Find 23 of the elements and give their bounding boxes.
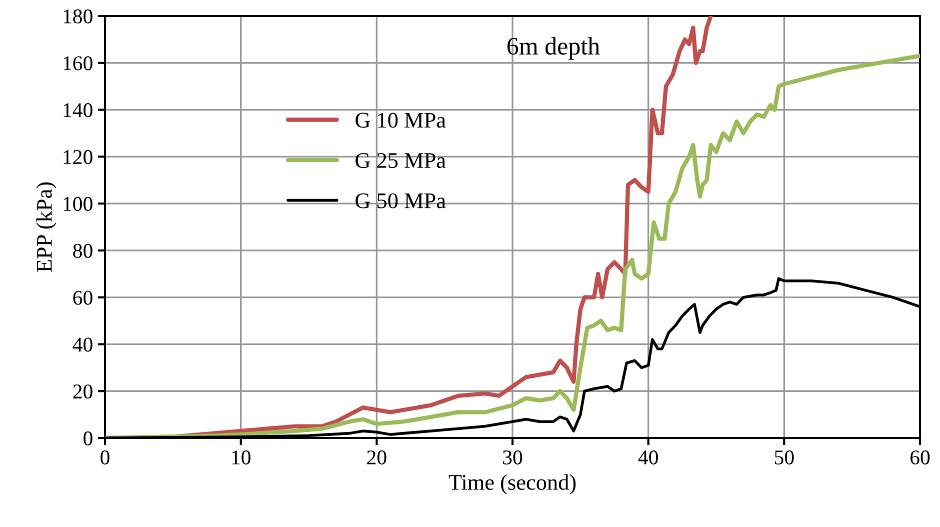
x-tick-label: 40 bbox=[638, 450, 658, 464]
x-tick-label: 50 bbox=[774, 450, 794, 464]
legend-label: G 10 MPa bbox=[356, 112, 446, 128]
x-tick-label: 30 bbox=[503, 450, 522, 464]
y-tick-label: 60 bbox=[73, 290, 92, 305]
x-tick-label: 60 bbox=[910, 450, 930, 464]
y-tick-label: 40 bbox=[72, 338, 92, 352]
y-tick-label: 140 bbox=[64, 103, 92, 118]
y-tick-label: 120 bbox=[64, 150, 92, 164]
y-tick-label: 80 bbox=[73, 244, 92, 258]
y-tick-label: 100 bbox=[64, 196, 92, 211]
x-tick-label: 20 bbox=[367, 450, 386, 464]
legend-label: G 50 MPa bbox=[356, 193, 446, 208]
text: 6m depth bbox=[507, 37, 600, 60]
x-tick-label: 0 bbox=[100, 450, 110, 464]
y-tick-label: 0 bbox=[84, 431, 92, 446]
y-tick-label: 180 bbox=[64, 9, 92, 24]
legend-label: G 25 MPa bbox=[356, 153, 446, 168]
y-tick-label: 20 bbox=[73, 384, 92, 399]
y-tick-label: 160 bbox=[64, 56, 92, 70]
x-axis-title: Time (second) bbox=[448, 474, 576, 494]
x-tick-label: 10 bbox=[232, 450, 250, 464]
y-axis-title: EPP (kPa) bbox=[36, 182, 56, 272]
